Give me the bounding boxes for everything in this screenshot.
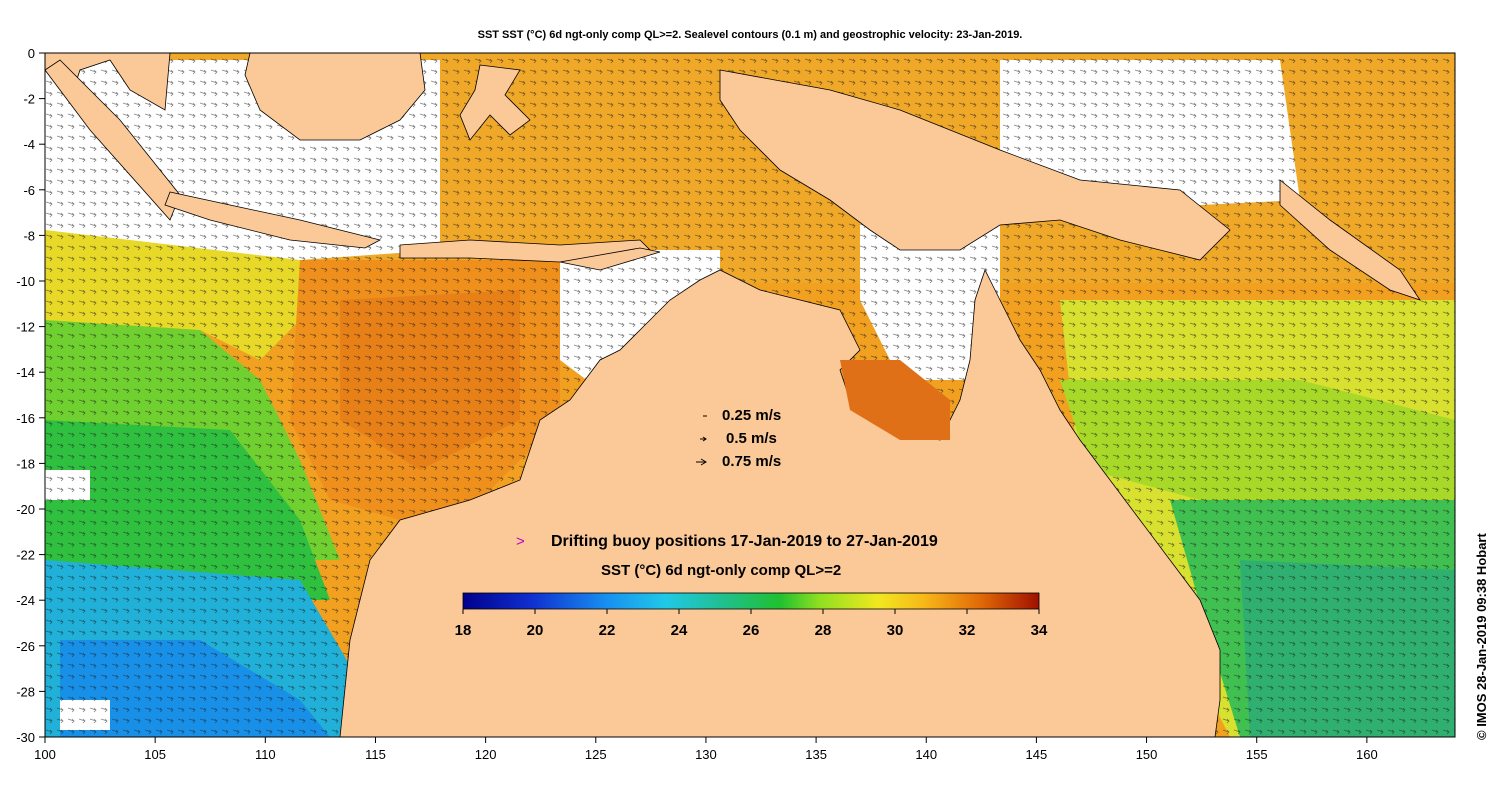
x-tick-label: 110 (255, 747, 276, 762)
colorbar-tick-label: 26 (743, 622, 760, 639)
y-tick-label: -4 (23, 137, 35, 152)
colorbar-tick-label: 18 (455, 622, 472, 639)
colorbar-tick-label: 32 (959, 622, 976, 639)
x-tick-label: 145 (1026, 747, 1048, 762)
land-borneo (244, 52, 426, 141)
arrow-0.5 (700, 436, 707, 442)
y-tick-label: -16 (16, 411, 35, 426)
colorbar-tick-label: 28 (815, 622, 832, 639)
x-tick-label: 125 (585, 747, 607, 762)
colorbar-tick-label: 34 (1031, 622, 1048, 639)
x-tick-label: 150 (1136, 747, 1158, 762)
x-axis: 100 105 110 115 120 125 130 135 140 145 150 155 160 (34, 737, 1378, 762)
x-tick-label: 120 (475, 747, 497, 762)
land-timor (559, 247, 661, 271)
y-tick-label: -30 (16, 730, 35, 745)
colorbar: 18 20 22 24 26 28 30 32 34 (455, 592, 1048, 639)
x-tick-label: 105 (144, 747, 166, 762)
velocity-legend-arrows (696, 415, 707, 466)
x-tick-label: 140 (915, 747, 937, 762)
land-java (164, 191, 382, 249)
x-tick-label: 130 (695, 747, 717, 762)
x-tick-label: 115 (365, 747, 386, 762)
colorbar-title: SST (°C) 6d ngt-only comp QL>=2 (601, 562, 842, 579)
x-tick-label: 160 (1356, 747, 1378, 762)
arrow-0.75 (696, 458, 707, 466)
y-tick-label: -20 (16, 502, 35, 517)
velocity-legend-025: 0.25 m/s (722, 407, 782, 424)
plot-frame (44, 52, 1456, 738)
y-tick-label: -22 (16, 548, 35, 563)
colorbar-tick-label: 22 (599, 622, 616, 639)
map-title: SST SST (°C) 6d ngt-only comp QL>=2. Sea… (477, 29, 1023, 41)
y-axis: 0 -2 -4 -6 -8 -10 -12 -14 -16 -18 -20 -22 -24 -26 -28 -… (16, 46, 45, 745)
y-tick-label: -24 (16, 593, 35, 608)
velocity-legend-075: 0.75 m/s (722, 453, 782, 470)
y-tick-label: -8 (23, 228, 35, 243)
colorbar-gradient (462, 592, 1040, 610)
y-tick-label: -14 (16, 365, 35, 380)
y-tick-label: -6 (23, 183, 35, 198)
velocity-legend-05: 0.5 m/s (726, 430, 777, 447)
buoy-marker-icon: > (516, 533, 525, 550)
y-tick-label: -28 (16, 684, 35, 699)
buoy-legend-label: Drifting buoy positions 17-Jan-2019 to 2… (551, 533, 938, 550)
land-solomon-islands (1279, 179, 1421, 301)
y-tick-label: -12 (16, 320, 35, 335)
x-tick-label: 155 (1246, 747, 1268, 762)
y-tick-label: -2 (23, 92, 35, 107)
landmasses (44, 52, 1421, 738)
credit-text: © IMOS 28-Jan-2019 09:38 Hobart (1474, 533, 1489, 740)
land-sulawesi (459, 64, 531, 141)
colorbar-tick-label: 24 (671, 622, 688, 639)
y-tick-label: 0 (28, 46, 35, 61)
x-tick-label: 135 (805, 747, 827, 762)
y-tick-label: -10 (16, 274, 35, 289)
y-tick-label: -26 (16, 639, 35, 654)
colorbar-tick-label: 20 (527, 622, 544, 639)
x-tick-label: 100 (34, 747, 56, 762)
y-tick-label: -18 (16, 456, 35, 471)
colorbar-tick-label: 30 (887, 622, 904, 639)
land-new-guinea (719, 69, 1231, 261)
